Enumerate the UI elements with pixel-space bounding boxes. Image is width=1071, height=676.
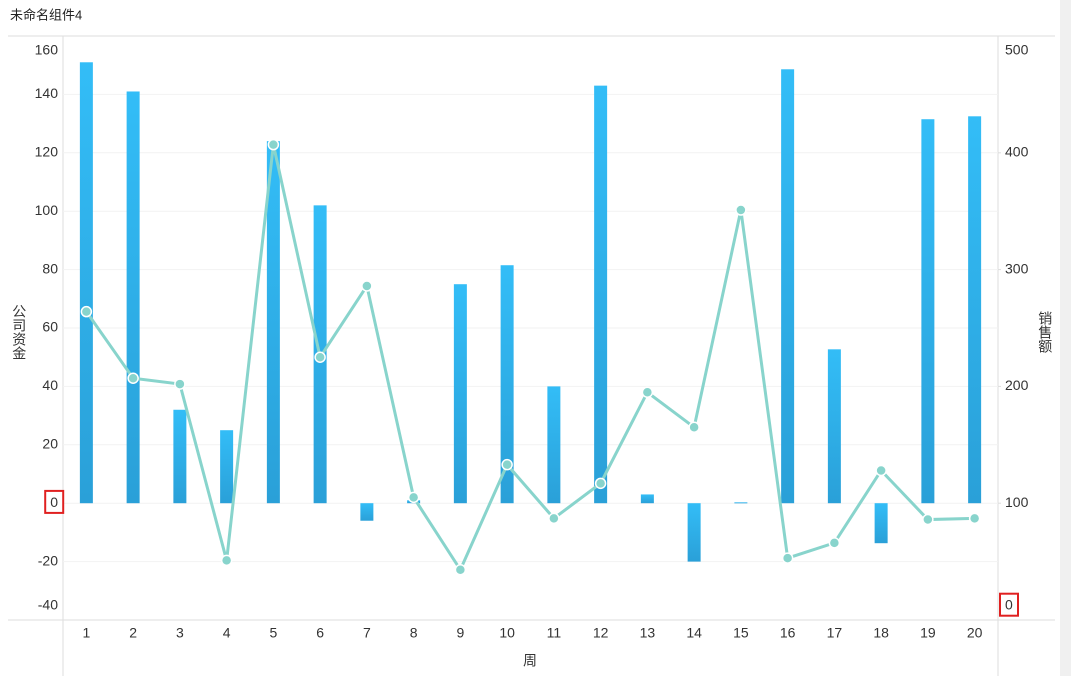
x-tick-label: 12 [593,625,609,641]
point [594,477,607,490]
y2-axis-label: 销售额 [1037,311,1053,353]
bar [220,430,234,504]
x-tick-label: 6 [316,625,324,641]
x-tick-label: 4 [223,625,231,641]
highlight-box [999,592,1019,617]
y-tick-label: 140 [35,85,59,101]
x-tick-label: 11 [547,625,562,641]
x-tick-label: 18 [873,625,889,641]
y-tick-label: -20 [38,552,58,568]
bar [79,62,93,504]
x-tick-label: 14 [686,625,702,641]
x-tick-label: 9 [456,625,464,641]
y-tick-label: 80 [42,260,58,276]
chart-title: 未命名组件4 [10,7,82,22]
bar [547,386,561,504]
point [174,378,186,390]
y-tick-label: 40 [42,377,58,393]
bar [640,494,654,504]
y-tick-label: 60 [42,319,58,335]
point [875,464,887,477]
point [80,305,93,318]
bar [594,85,608,504]
point [501,458,513,471]
x-tick-label: 19 [920,625,936,641]
y2-tick-label: 500 [1005,42,1029,58]
x-axis-label: 周 [523,653,537,669]
point [220,554,233,567]
bar [173,409,187,504]
x-tick-label: 8 [410,625,418,641]
x-tick-label: 2 [129,625,137,641]
bar [874,503,888,544]
bar [266,141,280,504]
bar [921,119,935,504]
x-tick-label: 5 [269,625,277,641]
x-tick-label: 10 [499,625,515,641]
bar [360,503,374,521]
line [85,144,975,573]
x-tick-label: 1 [82,625,90,641]
y-tick-label: 20 [42,436,58,452]
point [127,372,139,384]
bar [734,502,748,504]
highlight-box [44,489,65,514]
point [688,421,700,434]
y-axis-label: 公司资金 [11,304,27,360]
point [267,138,280,151]
bar [781,69,795,504]
x-tick-label: 16 [780,625,796,641]
y-tick-label: 100 [35,202,59,218]
y2-tick-label: 300 [1005,260,1029,276]
point [641,386,654,398]
bar [827,349,841,504]
x-tick-label: 20 [967,625,983,641]
scrollbar [1060,0,1071,676]
bar [126,91,140,504]
point [922,513,934,526]
bar [687,503,701,562]
point [548,512,560,525]
point [407,491,420,504]
x-tick-label: 3 [176,625,184,641]
y-tick-label: 0 [50,494,58,510]
y-tick-label: -40 [38,597,58,613]
point [968,512,981,525]
point [454,564,467,576]
y2-tick-label: 0 [1005,597,1013,613]
x-tick-label: 13 [640,625,656,641]
x-tick-label: 15 [733,625,749,641]
point [781,552,794,564]
point [314,351,326,363]
y2-tick-label: 400 [1005,144,1029,160]
y-tick-label: 120 [35,144,59,160]
point [735,204,747,216]
x-tick-label: 17 [827,625,843,641]
bar [968,116,982,504]
x-tick-label: 7 [363,625,371,641]
point [828,537,841,549]
y-tick-label: 160 [35,42,59,58]
point [361,280,373,292]
y2-tick-label: 100 [1005,494,1029,510]
bar [500,265,514,504]
bar [453,284,467,504]
y2-tick-label: 200 [1005,377,1029,393]
